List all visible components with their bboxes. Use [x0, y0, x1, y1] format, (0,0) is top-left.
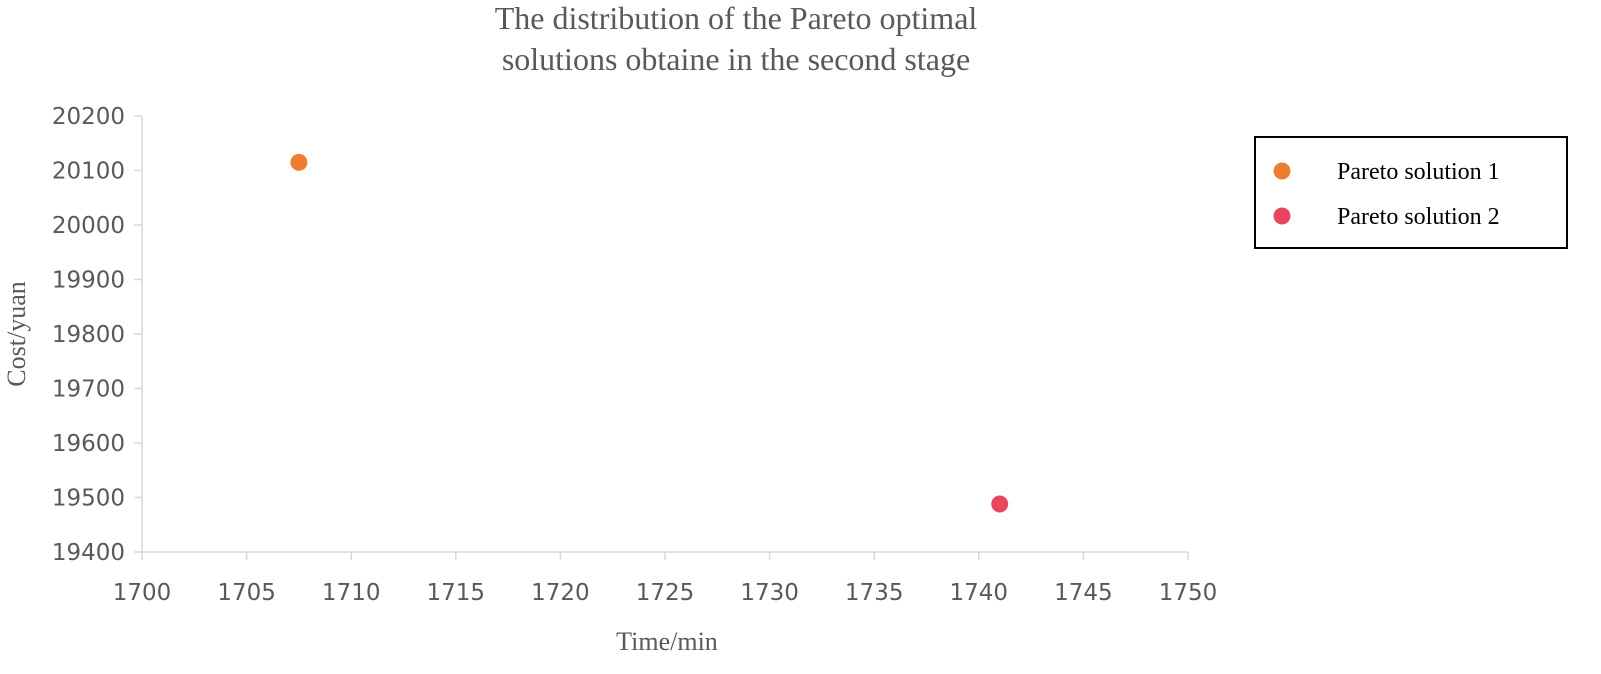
legend-label-series-2: Pareto solution 2 — [1337, 204, 1500, 230]
data-point-series-2[interactable] — [991, 495, 1009, 513]
x-tick-label: 1710 — [322, 580, 381, 606]
y-tick-label: 20200 — [52, 104, 125, 130]
axes — [141, 116, 1188, 553]
x-tick-label: 1735 — [845, 580, 904, 606]
y-tick-label: 19600 — [52, 431, 125, 457]
x-axis-label: Time/min — [616, 627, 718, 656]
legend-marker-series-2 — [1273, 207, 1291, 225]
y-ticks: 19400 19500 19600 19700 19800 19900 20000 20100… — [52, 104, 142, 566]
chart-title-line-2: solutions obtaine in the second stage — [502, 41, 970, 77]
x-tick-label: 1730 — [740, 580, 799, 606]
legend-marker-series-1 — [1273, 162, 1291, 180]
y-tick-label: 19500 — [52, 486, 125, 512]
x-tick-label: 1720 — [531, 580, 590, 606]
x-tick-label: 1750 — [1159, 580, 1218, 606]
y-tick-label: 19400 — [52, 540, 125, 566]
x-tick-label: 1725 — [636, 580, 695, 606]
x-tick-label: 1745 — [1054, 580, 1113, 606]
chart-title: The distribution of the Pareto optimal s… — [495, 0, 978, 77]
y-tick-label: 20100 — [52, 159, 125, 185]
legend-box — [1254, 136, 1568, 249]
x-tick-label: 1700 — [113, 580, 172, 606]
chart-title-line-1: The distribution of the Pareto optimal — [495, 0, 978, 36]
x-tick-label: 1740 — [950, 580, 1009, 606]
x-tick-label: 1715 — [427, 580, 486, 606]
x-tick-label: 1705 — [217, 580, 276, 606]
y-tick-label: 19800 — [52, 322, 125, 348]
data-points — [290, 153, 1009, 513]
x-ticks: 1700 1705 1710 1715 1720 1725 1730 1735 1740 1745… — [113, 552, 1218, 606]
data-point-series-1[interactable] — [290, 153, 308, 171]
legend[interactable]: Pareto solution 1 Pareto solution 2 — [1254, 136, 1568, 249]
y-tick-label: 19700 — [52, 377, 125, 403]
y-tick-label: 19900 — [52, 268, 125, 294]
legend-label-series-1: Pareto solution 1 — [1337, 159, 1500, 185]
y-axis-label: Cost/yuan — [2, 281, 31, 386]
y-tick-label: 20000 — [52, 213, 125, 239]
